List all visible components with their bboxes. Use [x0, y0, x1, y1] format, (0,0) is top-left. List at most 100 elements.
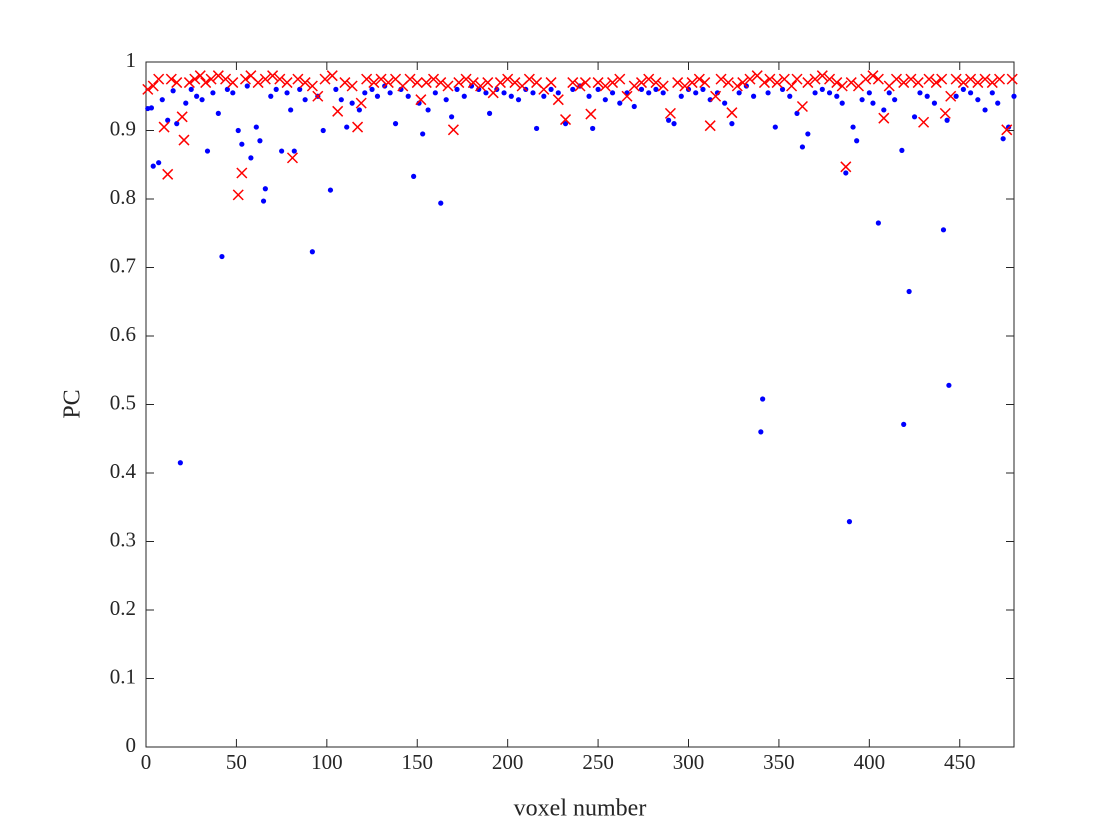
point — [194, 70, 206, 82]
x-axis-title: voxel number — [514, 796, 647, 822]
point — [425, 107, 431, 113]
point — [881, 107, 887, 113]
point — [232, 189, 244, 201]
point — [866, 90, 872, 96]
point — [678, 93, 684, 99]
point — [965, 73, 977, 85]
point — [248, 155, 254, 161]
point — [628, 80, 640, 92]
point — [599, 80, 611, 92]
point — [836, 80, 848, 92]
point — [939, 107, 951, 119]
point — [764, 73, 776, 85]
point — [744, 73, 756, 85]
point — [352, 121, 364, 133]
point — [765, 90, 771, 96]
point — [355, 97, 367, 109]
point — [839, 100, 845, 106]
point — [722, 100, 728, 106]
point — [791, 73, 803, 85]
point — [590, 125, 596, 132]
point — [156, 160, 162, 166]
point — [609, 90, 616, 96]
point — [268, 93, 274, 99]
point — [253, 124, 259, 130]
y-tick-label: 0.9 — [110, 116, 136, 140]
point — [420, 131, 426, 137]
point — [595, 86, 601, 92]
point — [220, 73, 232, 85]
point — [607, 77, 619, 89]
point — [404, 73, 416, 85]
point — [515, 97, 522, 103]
point — [339, 77, 351, 89]
point — [586, 93, 592, 99]
point — [212, 70, 224, 82]
point — [449, 114, 455, 120]
point — [235, 127, 241, 134]
point — [945, 90, 957, 102]
y-tick-label: 0.4 — [110, 459, 137, 483]
point — [420, 77, 432, 89]
point — [843, 170, 849, 176]
point — [239, 73, 251, 85]
point — [940, 227, 947, 233]
point — [482, 77, 494, 89]
point — [592, 77, 604, 89]
point — [309, 249, 315, 255]
point — [299, 77, 311, 89]
point — [153, 73, 165, 85]
point — [924, 93, 930, 99]
point — [892, 97, 898, 103]
point — [650, 77, 662, 89]
point — [382, 77, 394, 89]
point — [666, 117, 672, 123]
point — [174, 121, 180, 127]
point — [306, 80, 318, 92]
x-tick-label: 100 — [311, 750, 343, 774]
point — [534, 125, 540, 132]
point — [454, 86, 460, 92]
point — [177, 460, 183, 466]
point — [375, 73, 387, 85]
point — [312, 90, 324, 102]
point — [679, 80, 691, 92]
point — [826, 90, 833, 96]
x-tick-label: 350 — [763, 750, 795, 774]
point — [432, 90, 438, 96]
point — [850, 124, 856, 130]
point — [541, 93, 547, 99]
axes-box — [145, 61, 1015, 748]
point — [854, 138, 860, 144]
point — [643, 73, 655, 85]
point — [411, 77, 423, 89]
point — [427, 73, 440, 85]
point — [960, 86, 966, 92]
point — [899, 147, 905, 153]
point — [252, 77, 264, 89]
point — [617, 100, 623, 106]
x-tick-label: 250 — [582, 750, 614, 774]
point — [460, 73, 472, 85]
point — [953, 93, 959, 99]
point — [447, 124, 459, 136]
point — [302, 97, 308, 103]
point — [931, 100, 938, 106]
point — [387, 90, 393, 96]
point — [523, 73, 535, 85]
point — [150, 163, 156, 169]
x-tick-label: 200 — [492, 750, 524, 774]
point — [273, 86, 279, 92]
point — [545, 77, 557, 89]
point — [686, 77, 698, 89]
point — [320, 127, 326, 134]
point — [700, 86, 706, 92]
point — [809, 73, 821, 85]
point — [442, 80, 454, 92]
x-tick-label: 400 — [854, 750, 886, 774]
point — [906, 288, 912, 295]
point — [870, 100, 876, 106]
point — [737, 77, 749, 89]
point — [502, 73, 514, 85]
point — [327, 187, 334, 193]
